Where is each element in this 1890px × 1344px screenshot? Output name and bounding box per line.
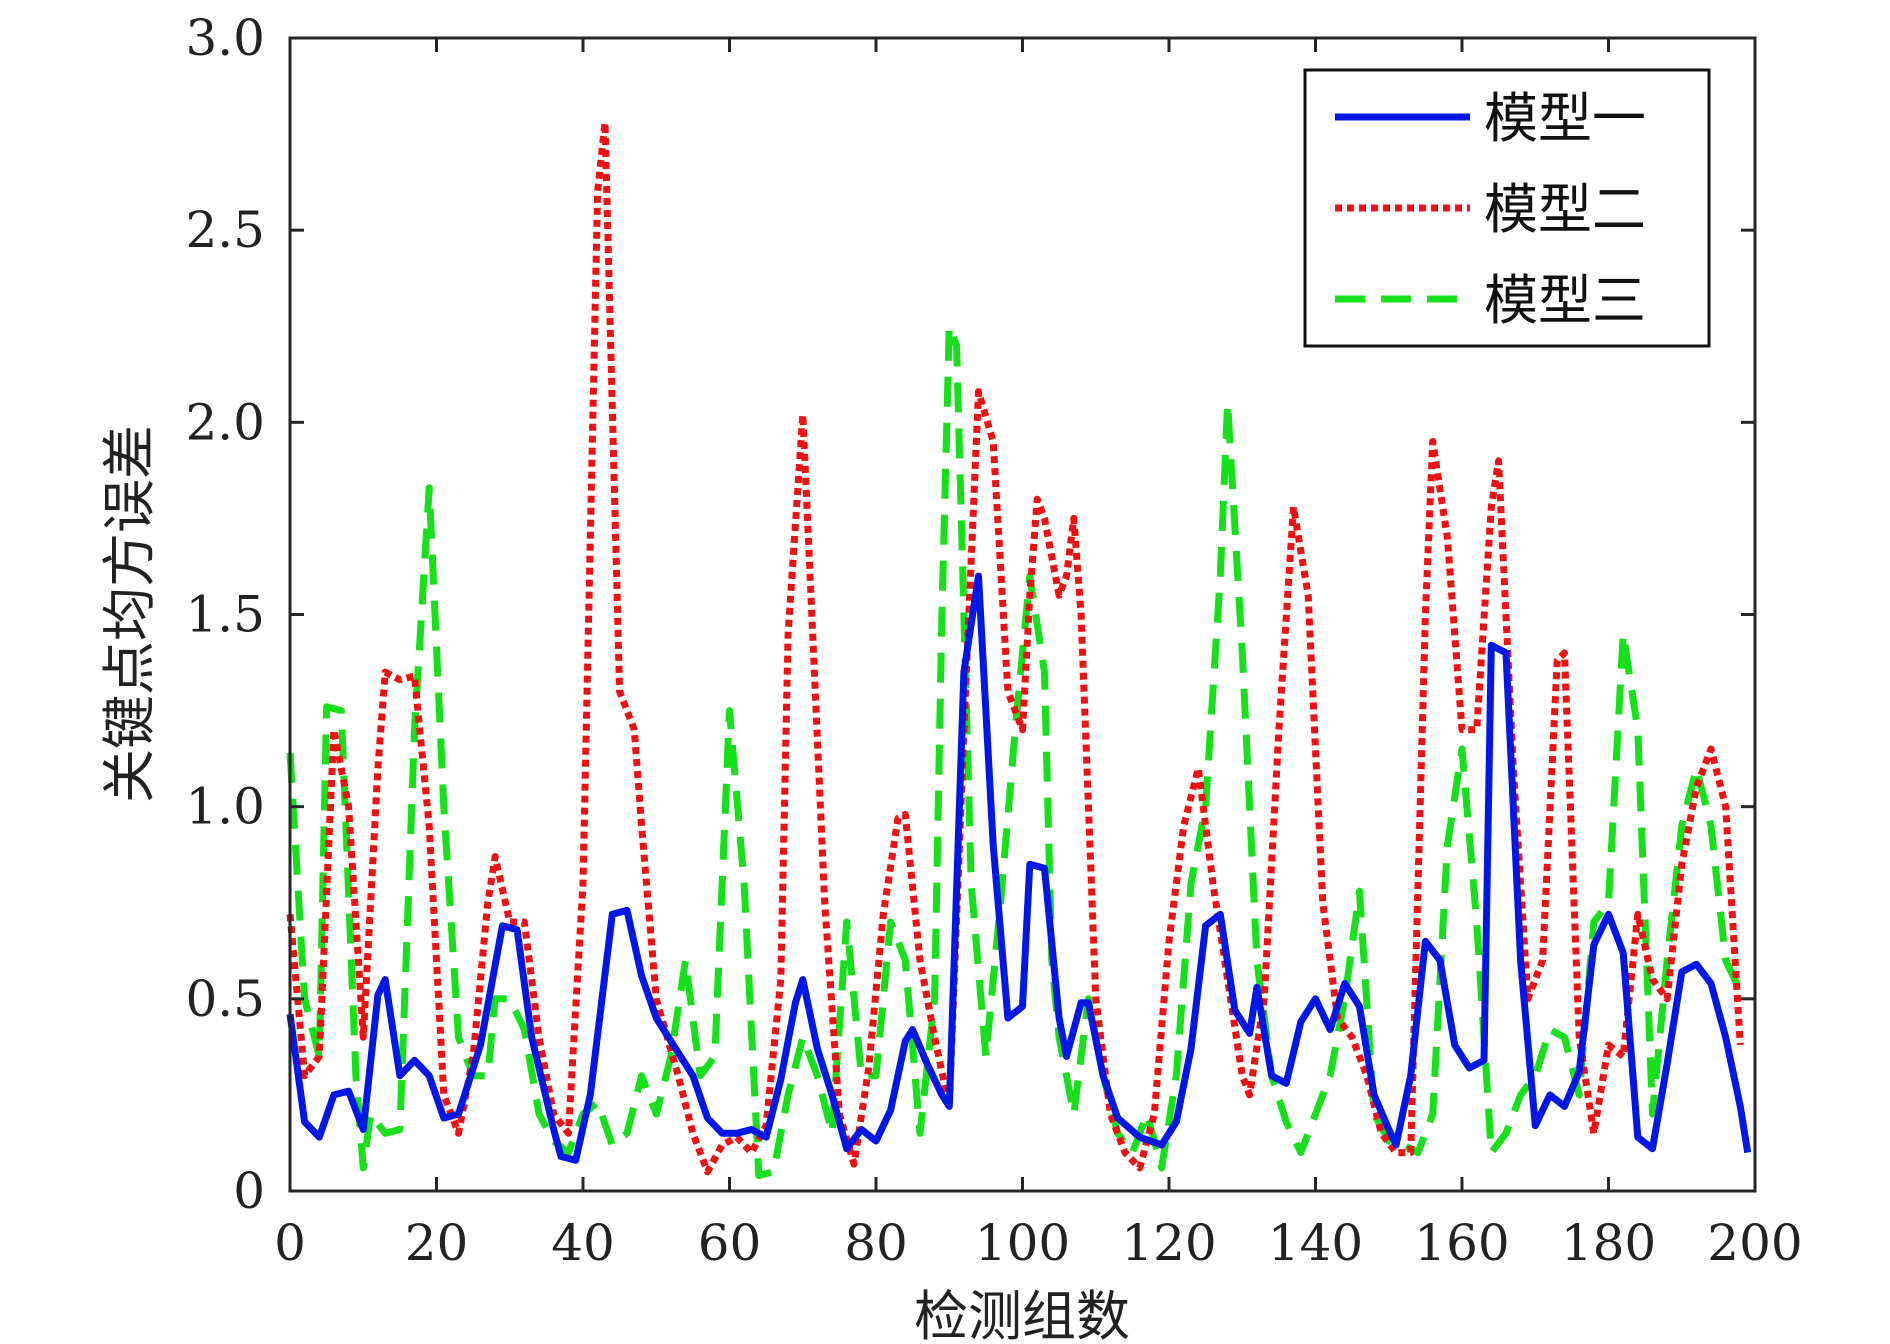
x-tick-label: 100	[975, 1214, 1070, 1272]
series-lines	[286, 119, 1752, 1180]
x-tick-label: 120	[1121, 1214, 1216, 1272]
y-tick-label: 2.0	[185, 393, 265, 451]
x-tick-label: 160	[1414, 1214, 1509, 1272]
axis-ticks: 0 20 40 60 80 100 120 140 160 180 200 0 0.5 1.0 1.5 2.0…	[185, 9, 1802, 1272]
y-tick-label: 0.5	[185, 970, 265, 1028]
y-tick-label: 0	[233, 1162, 265, 1220]
y-tick-label: 1.5	[185, 586, 265, 644]
y-tick-label: 3.0	[185, 9, 265, 67]
y-axis-label: 关键点均方误差	[98, 425, 161, 803]
legend-label-1: 模型一	[1484, 87, 1646, 150]
legend-label-3: 模型三	[1484, 269, 1646, 332]
x-tick-label: 200	[1707, 1214, 1802, 1272]
series-line-2	[286, 119, 1744, 1176]
legend-label-2: 模型二	[1484, 178, 1646, 241]
series-line-1	[286, 572, 1752, 1164]
x-tick-label: 20	[405, 1214, 469, 1272]
x-tick-label: 40	[551, 1214, 615, 1272]
x-tick-label: 180	[1561, 1214, 1656, 1272]
x-tick-label: 80	[844, 1214, 908, 1272]
x-axis-label: 检测组数	[914, 1285, 1130, 1344]
x-tick-label: 60	[698, 1214, 762, 1272]
y-tick-label: 1.0	[185, 778, 265, 836]
x-tick-label: 140	[1268, 1214, 1363, 1272]
y-tick-label: 2.5	[185, 201, 265, 259]
x-tick-label: 0	[274, 1214, 306, 1272]
